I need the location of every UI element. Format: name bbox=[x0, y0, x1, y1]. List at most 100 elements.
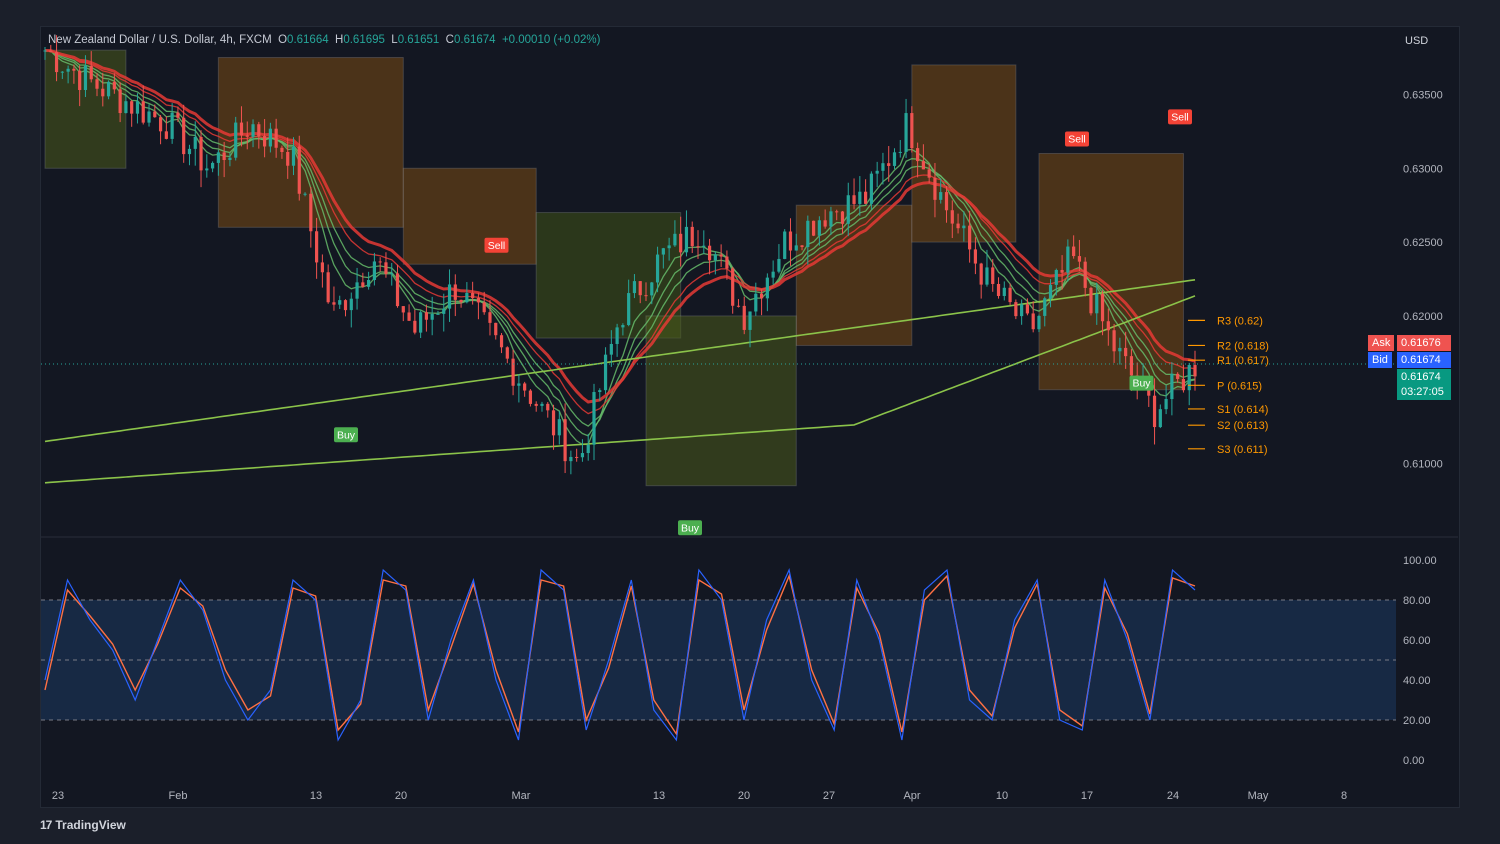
candle-body bbox=[655, 254, 660, 283]
signal-buy-badge bbox=[334, 427, 358, 443]
signal-sell-label: Sell bbox=[1171, 111, 1189, 123]
signal-sell-label: Sell bbox=[488, 240, 506, 252]
candle-body bbox=[569, 456, 573, 462]
range-zone bbox=[217, 57, 404, 228]
candle-body bbox=[320, 262, 324, 273]
candle-body bbox=[436, 313, 440, 315]
candle-body bbox=[158, 117, 163, 132]
candle-body bbox=[1043, 298, 1047, 316]
candle-body bbox=[1170, 373, 1174, 400]
candle-body bbox=[684, 226, 689, 253]
candle-body bbox=[54, 52, 59, 73]
pivot-label: S3 (0.611) bbox=[1217, 444, 1268, 456]
pivot-label: R3 (0.62) bbox=[1217, 315, 1263, 327]
price-tick-label: 0.63500 bbox=[1403, 89, 1443, 101]
candle-body bbox=[112, 81, 116, 90]
candle-body bbox=[199, 136, 203, 171]
candle-body bbox=[476, 298, 481, 303]
candle-body bbox=[326, 272, 330, 303]
candle-body bbox=[517, 383, 521, 386]
candle-body bbox=[858, 191, 862, 204]
candle-body bbox=[742, 305, 746, 330]
candle-body bbox=[632, 281, 637, 294]
candle-body bbox=[892, 152, 897, 166]
candle-body bbox=[1129, 356, 1134, 376]
tradingview-logo[interactable]: 17 TradingView bbox=[40, 818, 126, 832]
candle-body bbox=[580, 453, 585, 458]
candle-body bbox=[43, 50, 47, 52]
candle-body bbox=[979, 263, 983, 285]
candle-body bbox=[1037, 315, 1041, 330]
candle-body bbox=[771, 271, 775, 278]
candle-body bbox=[147, 111, 151, 123]
candle-body bbox=[176, 112, 180, 118]
candle-body bbox=[933, 177, 937, 200]
ma-200-line bbox=[44, 279, 1196, 443]
candle-body bbox=[1118, 347, 1122, 352]
candle-body bbox=[719, 254, 723, 257]
time-tick-label: 24 bbox=[1167, 790, 1179, 802]
time-tick-label: 13 bbox=[653, 790, 665, 802]
candle-body bbox=[355, 282, 359, 299]
candle-body bbox=[361, 282, 365, 287]
osc-tick-label: 60.00 bbox=[1403, 635, 1431, 647]
candle-body bbox=[817, 220, 821, 236]
candle-body bbox=[262, 136, 267, 147]
candle-body bbox=[1077, 256, 1082, 262]
signal-buy-label: Buy bbox=[1132, 378, 1151, 390]
time-tick-label: 17 bbox=[1081, 790, 1093, 802]
candle-body bbox=[962, 225, 966, 229]
candle-body bbox=[875, 170, 879, 174]
candle-body bbox=[696, 246, 700, 248]
candle-body bbox=[615, 327, 619, 344]
osc-tick-label: 100.00 bbox=[1403, 555, 1437, 567]
time-tick-label: 20 bbox=[395, 790, 407, 802]
candle-body bbox=[228, 157, 232, 161]
candle-body bbox=[1100, 293, 1105, 322]
candle-body bbox=[49, 50, 53, 53]
candle-body bbox=[1106, 321, 1110, 331]
candle-body bbox=[534, 403, 538, 406]
candle-body bbox=[840, 211, 845, 224]
candle-body bbox=[759, 293, 764, 299]
time-tick-label: Apr bbox=[903, 790, 920, 802]
pivot-label: P (0.615) bbox=[1217, 380, 1262, 392]
candle-body bbox=[384, 262, 388, 274]
candle-body bbox=[887, 163, 891, 166]
candle-body bbox=[950, 210, 954, 224]
time-tick-label: 20 bbox=[738, 790, 750, 802]
time-tick-label: 27 bbox=[823, 790, 835, 802]
candle-body bbox=[968, 225, 972, 250]
candle-body bbox=[609, 343, 613, 355]
candle-body bbox=[864, 191, 868, 204]
candle-body bbox=[141, 101, 145, 123]
candle-body bbox=[309, 193, 313, 232]
close-value: 0.61674 bbox=[453, 34, 496, 46]
change-value: +0.00010 (+0.02%) bbox=[501, 34, 601, 46]
time-tick-label: 13 bbox=[310, 790, 322, 802]
pivot-label: R1 (0.617) bbox=[1217, 355, 1269, 367]
signal-sell-badge bbox=[1168, 109, 1192, 125]
candle-body bbox=[644, 295, 648, 297]
candle-body bbox=[130, 101, 134, 114]
candle-body bbox=[135, 101, 140, 114]
candle-body bbox=[736, 305, 741, 307]
time-tick-label: 8 bbox=[1341, 790, 1347, 802]
candle-body bbox=[338, 300, 342, 305]
candle-body bbox=[367, 280, 371, 287]
candle-body bbox=[164, 131, 168, 139]
signal-sell-badge bbox=[484, 237, 509, 253]
candle-body bbox=[153, 111, 157, 118]
candle-body bbox=[523, 383, 527, 391]
candle-body bbox=[904, 113, 908, 152]
symbol-title[interactable]: New Zealand Dollar / U.S. Dollar, 4h, FX… bbox=[48, 34, 272, 46]
candle-body bbox=[106, 81, 111, 97]
candle-body bbox=[1014, 302, 1018, 317]
candle-body bbox=[1002, 287, 1006, 296]
candle-body bbox=[598, 390, 602, 393]
candle-body bbox=[101, 88, 105, 97]
candle-body bbox=[823, 220, 827, 227]
candle-body bbox=[245, 135, 249, 137]
candle-body bbox=[349, 298, 353, 311]
